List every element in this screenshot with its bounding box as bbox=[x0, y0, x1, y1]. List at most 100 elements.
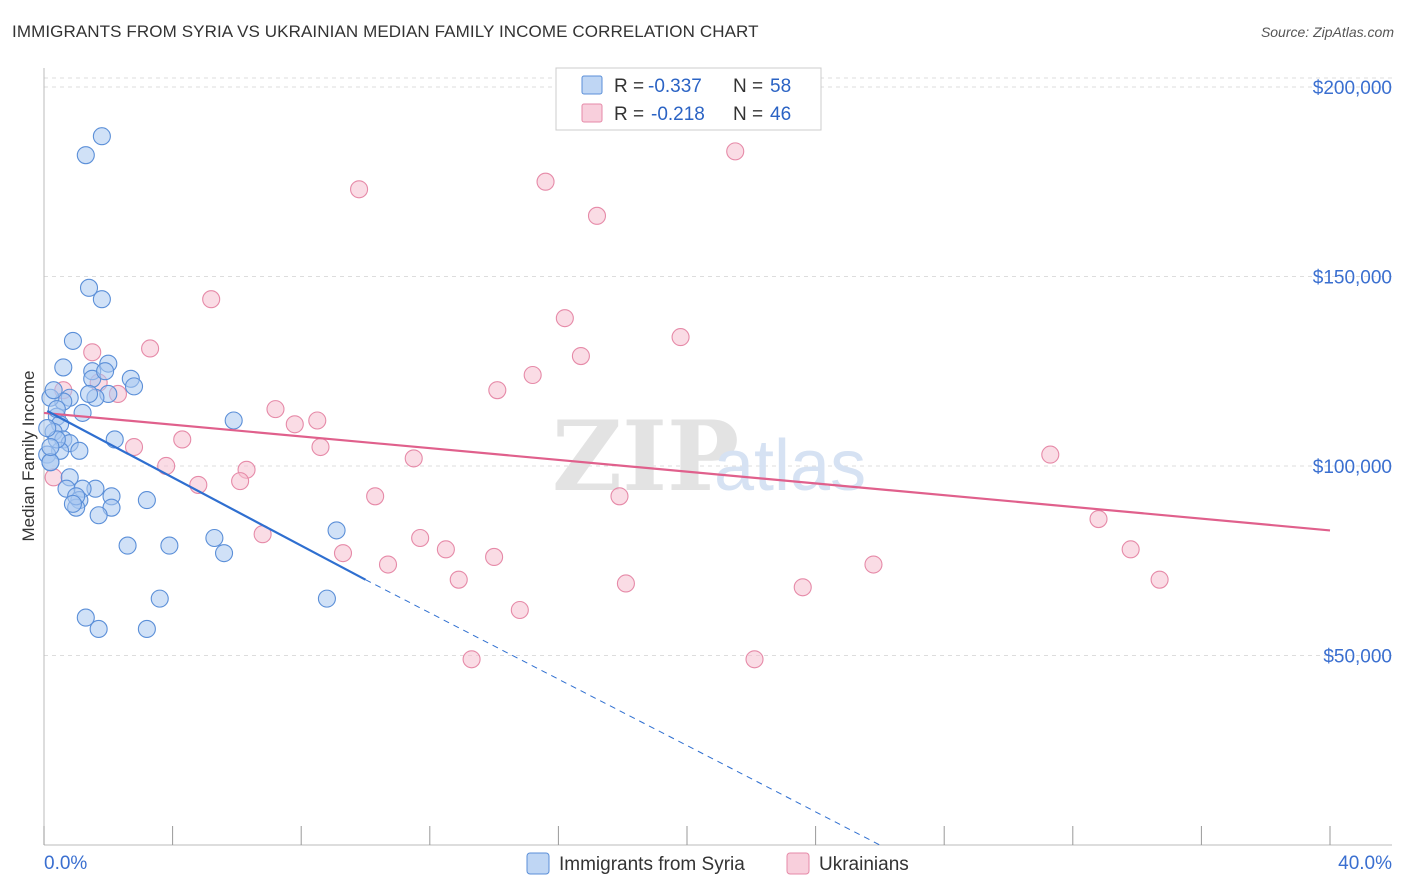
legend-n-label-syria: N = bbox=[733, 76, 763, 97]
grid bbox=[44, 77, 1392, 656]
syria-point bbox=[105, 430, 124, 449]
ukrainians-point bbox=[485, 547, 504, 566]
syria-point bbox=[224, 411, 243, 430]
syria-point bbox=[70, 441, 89, 460]
syria-point bbox=[76, 608, 95, 627]
ukrainians-point bbox=[488, 381, 507, 400]
syria-point bbox=[76, 146, 95, 165]
x-tick-label-min: 0.0% bbox=[44, 853, 87, 874]
syria-point bbox=[317, 589, 336, 608]
legend-n-value-ukrainians: 46 bbox=[770, 104, 791, 125]
chart-title: IMMIGRANTS FROM SYRIA VS UKRAINIAN MEDIA… bbox=[12, 22, 759, 41]
watermark-atlas: atlas bbox=[714, 426, 866, 506]
syria-point bbox=[41, 437, 60, 457]
trend-line-ukrainians bbox=[43, 411, 1331, 532]
syria-point bbox=[63, 494, 82, 513]
syria-point bbox=[89, 506, 108, 525]
syria-point bbox=[118, 536, 137, 555]
ukrainians-point bbox=[864, 555, 883, 574]
x-tick-label-max: 40.0% bbox=[1338, 853, 1392, 874]
ukrainians-point bbox=[745, 650, 764, 669]
ukrainians-point bbox=[1121, 540, 1140, 559]
trend-lines bbox=[43, 410, 1331, 846]
series-syria-points bbox=[38, 127, 346, 639]
ukrainians-point bbox=[378, 555, 398, 574]
syria-point bbox=[79, 278, 99, 297]
syria-point bbox=[38, 419, 57, 438]
syria-point bbox=[63, 331, 82, 350]
ukrainians-point bbox=[285, 415, 304, 434]
ukrainians-point bbox=[350, 180, 369, 199]
ukrainians-point bbox=[610, 487, 629, 506]
trend-line-syria-extrapolated bbox=[365, 579, 881, 846]
ukrainians-point bbox=[311, 437, 330, 457]
series-legend: Immigrants from Syria Ukrainians bbox=[526, 852, 909, 875]
ukrainians-point bbox=[308, 411, 327, 430]
ukrainians-point bbox=[436, 540, 455, 559]
ukrainians-point bbox=[411, 528, 430, 548]
legend-stats: R = -0.337 N = 58 R = -0.218 N = 46 bbox=[555, 67, 822, 131]
syria-point bbox=[44, 381, 63, 400]
ukrainians-point bbox=[449, 570, 468, 589]
x-ticks bbox=[43, 826, 1331, 845]
source-credit: Source: ZipAtlas.com bbox=[1260, 24, 1394, 40]
zipatlas-watermark: ZIP atlas bbox=[552, 400, 866, 513]
syria-point bbox=[160, 536, 179, 555]
ukrainians-point bbox=[587, 206, 607, 225]
legend-r-label-ukrainians: R = bbox=[614, 104, 644, 125]
syria-point bbox=[150, 589, 169, 608]
legend-r-value-ukrainians: -0.218 bbox=[651, 104, 705, 125]
ukrainians-point bbox=[726, 142, 745, 161]
syria-point bbox=[327, 521, 346, 540]
syria-point bbox=[41, 453, 60, 472]
syria-point bbox=[89, 619, 108, 639]
series-ukrainians-points bbox=[44, 142, 1169, 669]
legend-r-value-syria: -0.337 bbox=[648, 76, 702, 97]
ukrainians-point bbox=[202, 290, 221, 309]
syria-point bbox=[96, 362, 115, 381]
ukrainians-point bbox=[616, 574, 635, 593]
y-tick-label: $100,000 bbox=[1313, 457, 1392, 478]
y-tick-labels: $50,000 $100,000 $150,000 $200,000 bbox=[1313, 78, 1392, 668]
syria-point bbox=[54, 358, 73, 377]
ukrainians-point bbox=[555, 309, 574, 328]
legend-label-immigrants-from-syria: Immigrants from Syria bbox=[559, 854, 745, 875]
syria-point bbox=[124, 377, 144, 396]
legend-swatch-syria bbox=[581, 75, 603, 95]
syria-point bbox=[92, 127, 111, 146]
legend-swatch-immigrants-from-syria bbox=[526, 852, 550, 875]
ukrainians-point bbox=[536, 172, 555, 191]
syria-point bbox=[137, 491, 156, 510]
ukrainians-point bbox=[793, 578, 812, 597]
syria-point bbox=[73, 403, 92, 422]
trend-line-syria bbox=[46, 410, 367, 581]
legend-swatch-ukrainians bbox=[581, 103, 603, 123]
watermark-zip: ZIP bbox=[552, 400, 739, 513]
ukrainians-point bbox=[462, 650, 481, 669]
syria-point bbox=[92, 290, 111, 309]
ukrainians-point bbox=[173, 430, 192, 449]
ukrainians-point bbox=[1041, 445, 1060, 464]
legend-swatch-ukrainians-bottom bbox=[786, 852, 810, 875]
ukrainians-point bbox=[124, 437, 144, 457]
legend-label-ukrainians: Ukrainians bbox=[819, 854, 909, 875]
ukrainians-point bbox=[141, 339, 160, 358]
ukrainians-point bbox=[266, 400, 285, 419]
ukrainians-point bbox=[366, 487, 385, 506]
ukrainians-point bbox=[83, 343, 102, 362]
legend-r-label-syria: R = bbox=[614, 76, 644, 97]
legend-n-value-syria: 58 bbox=[770, 76, 791, 97]
ukrainians-point bbox=[1150, 570, 1169, 589]
syria-point bbox=[79, 384, 99, 404]
legend-n-label-ukrainians: N = bbox=[733, 104, 763, 125]
ukrainians-point bbox=[571, 347, 590, 366]
ukrainians-point bbox=[523, 365, 542, 385]
ukrainians-point bbox=[671, 328, 690, 347]
syria-point bbox=[137, 619, 156, 639]
ukrainians-point bbox=[404, 449, 423, 468]
ukrainians-point bbox=[231, 472, 250, 491]
syria-point bbox=[214, 544, 234, 563]
y-tick-label: $50,000 bbox=[1323, 646, 1392, 667]
y-tick-label: $150,000 bbox=[1313, 267, 1392, 288]
